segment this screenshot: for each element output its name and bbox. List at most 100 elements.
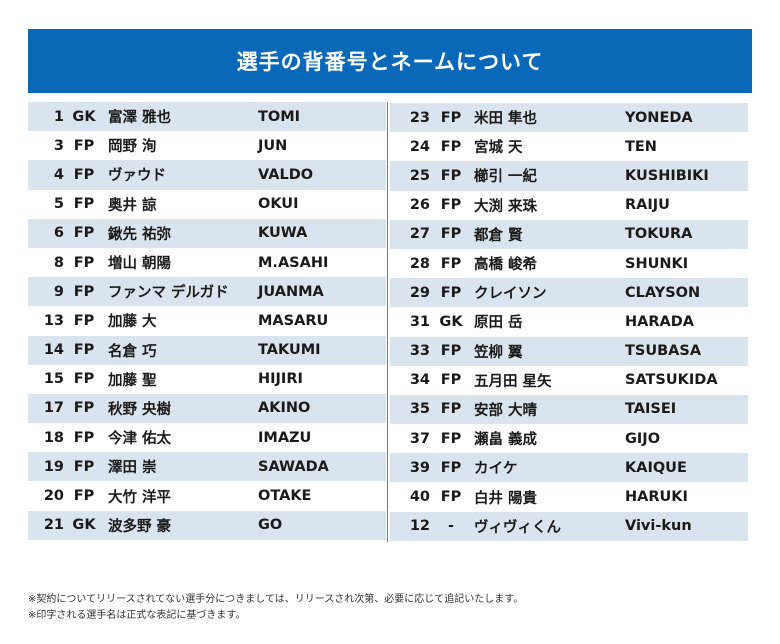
player-print-name: TSUBASA: [625, 343, 702, 360]
player-print-name: VALDO: [258, 166, 314, 183]
player-name: 奥井 諒: [108, 197, 157, 214]
player-position: FP: [73, 371, 95, 388]
player-row: 29 FP クレイソン CLAYSON: [390, 278, 748, 308]
player-position: FP: [440, 197, 462, 214]
player-print-name: TAKUMI: [258, 342, 321, 359]
player-position: FP: [440, 401, 462, 418]
player-row: 17 FP 秋野 央樹 AKINO: [28, 393, 386, 424]
player-position: FP: [73, 400, 95, 417]
page-title-banner: 選手の背番号とネームについて: [28, 29, 752, 93]
player-position: FP: [73, 225, 95, 242]
player-row: 8 FP 増山 朝陽 M.ASAHI: [28, 248, 386, 277]
player-print-name: GO: [258, 517, 283, 534]
player-number: 31: [409, 313, 430, 330]
player-print-name: HARADA: [625, 313, 695, 330]
footnote: ※印字される選手名は正式な表記に基づきます。: [28, 610, 246, 621]
player-row: 20 FP 大竹 洋平 OTAKE: [28, 481, 386, 510]
player-number: 21: [43, 517, 64, 534]
player-row: 31 GK 原田 岳 HARADA: [390, 307, 748, 336]
player-row: 12- ヴィヴィくん Vivi-kun: [390, 511, 748, 541]
player-print-name: HARUKI: [625, 489, 688, 506]
player-name: 都倉 賢: [474, 227, 523, 244]
player-name: 加藤 大: [108, 314, 157, 331]
player-name: 笠柳 翼: [474, 344, 523, 361]
player-print-name: HIJIRI: [258, 371, 303, 388]
player-row: 26 FP 大渕 来珠 RAIJU: [390, 191, 748, 220]
player-name: 瀬畠 義成: [474, 432, 538, 449]
player-position: FP: [73, 488, 95, 505]
player-number: 24: [409, 138, 430, 155]
player-name: 富澤 雅也: [108, 110, 172, 127]
player-number: 12: [409, 518, 430, 535]
player-print-name: SHUNKI: [625, 255, 689, 272]
player-position: GK: [72, 108, 96, 125]
player-position: FP: [440, 372, 462, 389]
player-position: FP: [440, 138, 462, 155]
player-print-name: JUN: [258, 137, 288, 154]
player-name: 安部 大晴: [474, 402, 538, 419]
footnotes: ※契約についてリリースされてない選手分につきましては、リリースされ次第、必要に応…: [28, 592, 523, 624]
player-row: 13 FP 加藤 大 MASARU: [28, 306, 386, 335]
player-position: -: [447, 518, 455, 535]
player-number: 33: [409, 343, 430, 360]
player-number: 4: [53, 166, 64, 183]
player-name: クレイソン: [474, 286, 547, 303]
page-title: 選手の背番号とネームについて: [236, 50, 544, 74]
player-number: 29: [409, 284, 430, 301]
player-name: 櫛引 一紀: [474, 169, 538, 186]
player-name: カイケ: [474, 461, 518, 478]
player-row: 4 FP ヴァウド VALDO: [28, 160, 386, 190]
player-name: 増山 朝陽: [108, 256, 172, 273]
player-name: 大渕 来珠: [474, 198, 538, 215]
player-print-name: KUSHIBIKI: [625, 167, 709, 184]
player-name: 五月田 星矢: [474, 373, 552, 390]
player-row: 21 GK 波多野 豪 GO: [28, 510, 386, 540]
player-print-name: SATSUKIDA: [625, 372, 718, 389]
player-print-name: MASARU: [258, 312, 329, 329]
player-number: 20: [43, 488, 64, 505]
player-position: FP: [440, 343, 462, 360]
player-name: 鍬先 祐弥: [108, 226, 172, 243]
player-print-name: TEN: [625, 138, 657, 155]
player-position: FP: [440, 109, 462, 126]
player-position: FP: [440, 489, 462, 506]
player-row: 6 FP 鍬先 祐弥 KUWA: [28, 218, 386, 248]
player-number: 15: [43, 371, 64, 388]
player-position: FP: [73, 137, 95, 154]
player-number: 1: [53, 108, 64, 125]
player-row: 15 FP 加藤 聖 HIJIRI: [28, 365, 386, 394]
player-row: 1 GK 富澤 雅也 TOMI: [28, 102, 386, 132]
roster-column-right: 23 FP 米田 隼也 YONEDA 24 FP 宮城 天 TEN 25 FP 櫛引 一紀 KUSHI…: [390, 103, 748, 541]
player-print-name: Vivi-kun: [625, 518, 692, 535]
player-position: FP: [73, 283, 95, 300]
player-name: 白井 陽貴: [474, 490, 538, 507]
roster-table: 1 GK 富澤 雅也 TOMI 3 FP 岡野 洵 JUN 4 FP ヴァウド VALDO 5 FP 奥井 …: [28, 102, 752, 542]
player-position: FP: [73, 254, 95, 271]
player-row: 23 FP 米田 隼也 YONEDA: [390, 103, 748, 133]
player-number: 23: [409, 109, 430, 126]
player-print-name: OKUI: [258, 196, 299, 213]
player-print-name: M.ASAHI: [258, 254, 329, 271]
player-position: FP: [440, 226, 462, 243]
player-print-name: SAWADA: [258, 458, 329, 475]
player-row: 35 FP 安部 大晴 TAISEI: [390, 394, 748, 425]
player-print-name: TAISEI: [625, 401, 677, 418]
player-print-name: KUWA: [258, 225, 308, 242]
player-print-name: IMAZU: [258, 429, 312, 446]
player-name: 大竹 洋平: [108, 489, 172, 506]
player-number: 39: [409, 459, 430, 476]
player-row: 27 FP 都倉 賢 TOKURA: [390, 219, 748, 249]
player-number: 3: [53, 137, 64, 154]
player-name: 岡野 洵: [108, 139, 157, 156]
player-row: 5 FP 奥井 諒 OKUI: [28, 190, 386, 219]
player-number: 35: [409, 401, 430, 418]
player-name: 波多野 豪: [108, 518, 172, 535]
player-position: FP: [73, 196, 95, 213]
player-name: 米田 隼也: [474, 111, 538, 128]
player-position: FP: [73, 166, 95, 183]
player-position: FP: [73, 312, 95, 329]
player-number: 28: [409, 255, 430, 272]
player-number: 26: [409, 197, 430, 214]
player-row: 37 FP 瀬畠 義成 GIJO: [390, 424, 748, 453]
player-name: 秋野 央樹: [108, 401, 172, 418]
